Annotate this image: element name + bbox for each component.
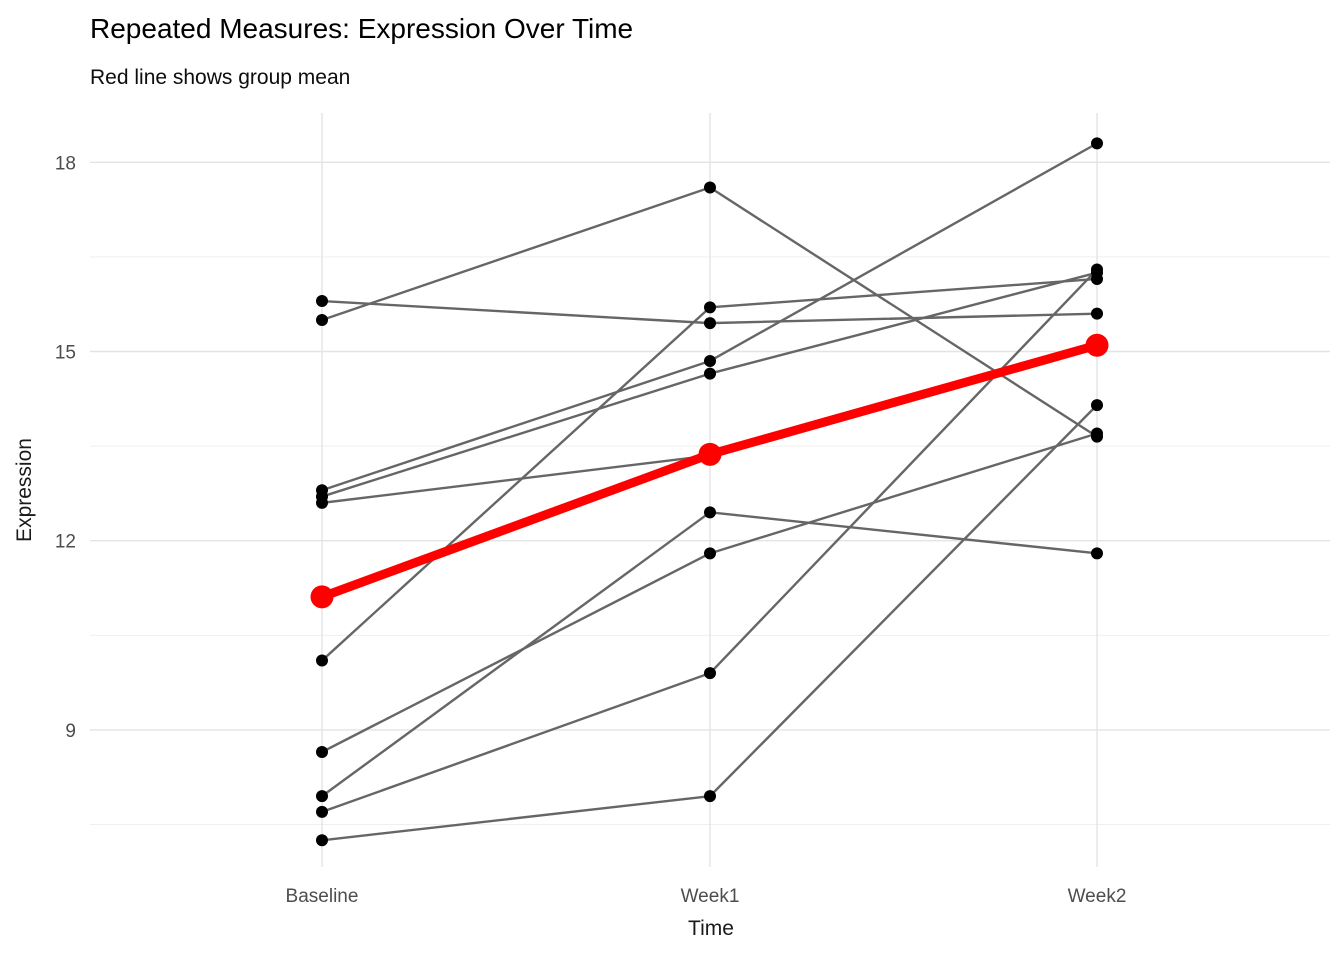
subject-2-point-Baseline xyxy=(316,313,328,326)
x-axis-tick-labels: Baseline Week1 Week2 xyxy=(286,886,1127,907)
subject-5-point-Baseline xyxy=(316,496,328,509)
x-tick-label-week1: Week1 xyxy=(681,886,740,907)
subject-9-point-Week2 xyxy=(1091,263,1103,276)
subject-10-point-Week2 xyxy=(1091,399,1103,412)
group-mean-point-Week2 xyxy=(1085,333,1109,357)
subject-1-point-Week2 xyxy=(1091,307,1103,320)
x-tick-label-week2: Week2 xyxy=(1068,886,1127,907)
subject-4-point-Week1 xyxy=(704,367,716,380)
subject-9-point-Week1 xyxy=(704,667,716,680)
subject-7-point-Week2 xyxy=(1091,427,1103,440)
subject-9-point-Baseline xyxy=(316,805,328,818)
subject-6-point-Week1 xyxy=(704,301,716,314)
group-mean-point-Baseline xyxy=(310,585,334,609)
subject-6-point-Baseline xyxy=(316,654,328,667)
subject-10-point-Week1 xyxy=(704,790,716,803)
subject-6-point-Week2 xyxy=(1091,272,1103,285)
grid-major-lines xyxy=(90,113,1330,867)
subject-7-point-Week1 xyxy=(704,547,716,560)
x-axis-title: Time xyxy=(688,917,734,940)
subject-1-point-Baseline xyxy=(316,295,328,308)
subject-10-point-Baseline xyxy=(316,834,328,847)
group-mean-line xyxy=(310,333,1109,609)
y-tick-label-9: 9 xyxy=(65,721,76,742)
y-axis-tick-labels: 9 12 15 18 xyxy=(55,153,76,742)
subject-8-point-Baseline xyxy=(316,790,328,803)
x-tick-label-baseline: Baseline xyxy=(286,886,359,907)
y-axis-title: Expression xyxy=(13,438,36,542)
group-mean-point-Week1 xyxy=(698,442,722,466)
chart-subtitle: Red line shows group mean xyxy=(90,66,350,89)
y-tick-label-12: 12 xyxy=(55,532,76,553)
chart-title: Repeated Measures: Expression Over Time xyxy=(90,13,633,44)
subject-3-point-Week1 xyxy=(704,354,716,367)
subject-1-point-Week1 xyxy=(704,317,716,330)
subject-7-point-Baseline xyxy=(316,746,328,759)
subject-3-point-Week2 xyxy=(1091,137,1103,150)
subject-8-point-Week2 xyxy=(1091,547,1103,560)
subject-2-point-Week1 xyxy=(704,181,716,194)
y-tick-label-18: 18 xyxy=(55,153,76,174)
subject-8-point-Week1 xyxy=(704,506,716,519)
y-tick-label-15: 15 xyxy=(55,343,76,364)
